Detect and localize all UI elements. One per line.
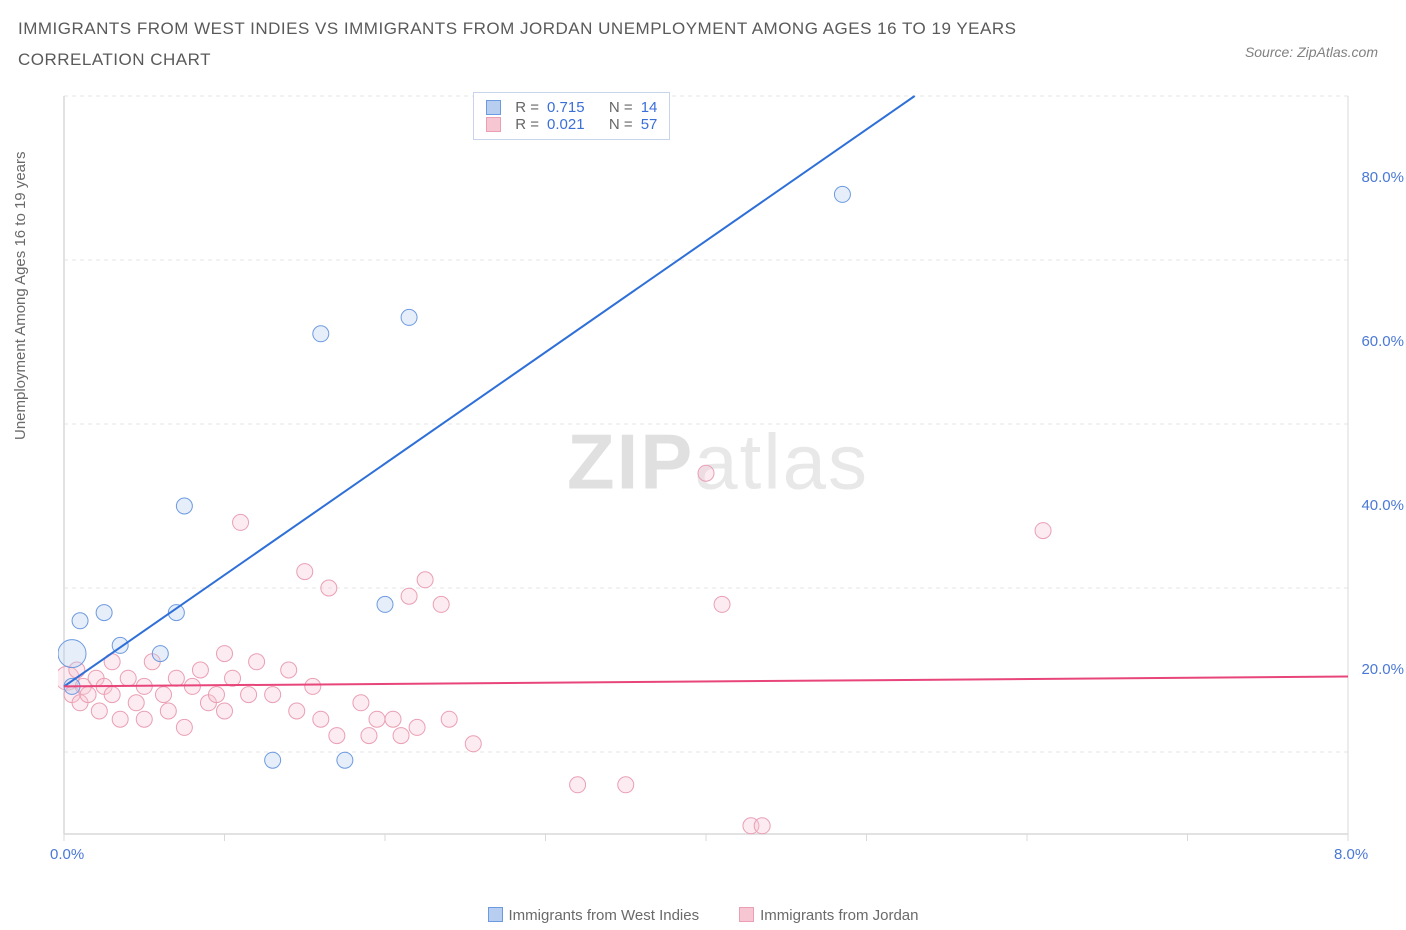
y-tick-label: 20.0% bbox=[1361, 661, 1404, 678]
legend-row-jordan: R = 0.021 N = 57 bbox=[486, 116, 657, 133]
y-tick-label: 60.0% bbox=[1361, 333, 1404, 350]
chart-title: IMMIGRANTS FROM WEST INDIES VS IMMIGRANT… bbox=[18, 14, 1138, 75]
x-tick-label: 0.0% bbox=[50, 846, 84, 863]
y-axis-label: Unemployment Among Ages 16 to 19 years bbox=[12, 151, 29, 440]
footer-legend: Immigrants from West Indies Immigrants f… bbox=[0, 907, 1406, 924]
legend-item-jordan: Immigrants from Jordan bbox=[739, 907, 918, 924]
scatter-plot: ZIPatlas 0.0%8.0%20.0%40.0%60.0%80.0% R … bbox=[58, 92, 1378, 862]
y-tick-label: 80.0% bbox=[1361, 169, 1404, 186]
y-tick-label: 40.0% bbox=[1361, 497, 1404, 514]
legend-row-west_indies: R = 0.715 N = 14 bbox=[486, 99, 657, 116]
source-attribution: Source: ZipAtlas.com bbox=[1245, 14, 1378, 60]
x-tick-label: 8.0% bbox=[1334, 846, 1368, 863]
stats-legend-box: R = 0.715 N = 14R = 0.021 N = 57 bbox=[473, 92, 670, 140]
legend-item-west-indies: Immigrants from West Indies bbox=[488, 907, 700, 924]
